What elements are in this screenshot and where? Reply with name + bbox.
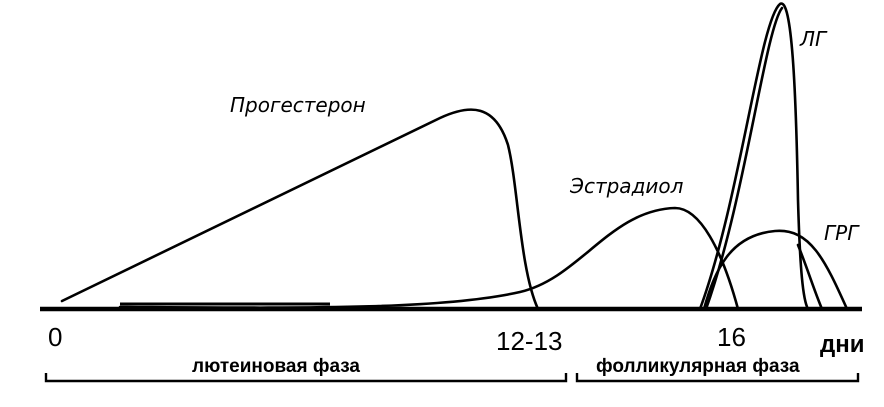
lh-curve bbox=[698, 2, 810, 311]
luteal-phase-label: лютеиновая фаза bbox=[192, 356, 360, 377]
progesterone-curve bbox=[60, 108, 540, 311]
lh-curve-second-stroke bbox=[704, 6, 784, 311]
luteal-phase-bracket bbox=[44, 373, 568, 383]
axis-unit-label: дни bbox=[820, 331, 864, 358]
estradiol-label: Эстрадиол bbox=[569, 174, 684, 198]
tick-label-12-13: 12-13 bbox=[496, 326, 563, 356]
follicular-phase-bracket bbox=[575, 373, 860, 383]
tick-label-0: 0 bbox=[48, 322, 62, 352]
estradiol-curve bbox=[118, 206, 740, 311]
grg-curve bbox=[702, 229, 849, 311]
follicular-phase-label: фолликулярная фаза bbox=[596, 356, 800, 377]
grg-curve-inner-stroke bbox=[796, 243, 824, 311]
progesterone-label: Прогестерон bbox=[230, 93, 366, 117]
grg-label: ГРГ bbox=[824, 221, 860, 245]
tick-label-16: 16 bbox=[717, 322, 746, 352]
lh-label: ЛГ bbox=[799, 27, 828, 51]
